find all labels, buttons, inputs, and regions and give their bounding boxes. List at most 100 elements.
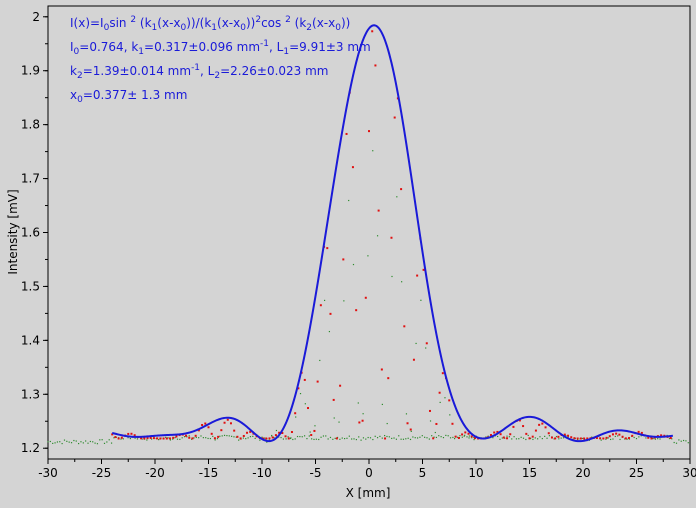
reference-point — [320, 436, 322, 438]
reference-point — [103, 442, 106, 444]
data-point — [149, 436, 152, 439]
data-point — [464, 431, 467, 434]
data-point — [522, 425, 525, 428]
reference-point — [295, 416, 297, 418]
reference-point — [341, 437, 343, 439]
reference-point — [391, 437, 393, 440]
data-point — [165, 437, 168, 440]
data-point — [506, 437, 509, 440]
reference-point — [487, 435, 489, 437]
reference-point — [346, 437, 348, 439]
data-point — [307, 407, 310, 410]
reference-point — [188, 435, 190, 437]
data-point — [534, 429, 537, 432]
reference-point — [127, 437, 129, 439]
reference-point — [459, 435, 461, 437]
reference-point — [381, 437, 383, 439]
reference-point — [327, 438, 329, 440]
data-point — [573, 437, 576, 440]
x-tick-label: 25 — [629, 466, 644, 480]
data-point — [586, 437, 589, 440]
data-point — [236, 435, 239, 438]
data-point — [278, 431, 281, 434]
reference-point — [473, 439, 475, 441]
data-point — [547, 432, 550, 435]
reference-point — [492, 437, 494, 439]
reference-point — [306, 437, 308, 440]
reference-point — [461, 436, 463, 438]
reference-point — [499, 438, 501, 440]
reference-point — [315, 438, 317, 440]
reference-point — [63, 439, 66, 441]
data-point — [140, 437, 143, 440]
y-tick-label: 1.4 — [21, 333, 40, 347]
reference-point — [106, 441, 108, 443]
reference-point — [562, 437, 565, 439]
reference-point — [567, 436, 569, 438]
reference-point — [513, 436, 515, 438]
reference-point — [235, 436, 237, 438]
reference-point — [463, 435, 465, 437]
data-point — [290, 431, 293, 434]
data-point — [624, 437, 627, 440]
x-tick-label: 10 — [468, 466, 483, 480]
reference-point — [675, 442, 678, 444]
reference-point — [348, 435, 350, 437]
reference-point — [654, 438, 656, 440]
data-point — [364, 296, 367, 299]
data-point — [201, 424, 204, 427]
data-point — [191, 437, 194, 440]
reference-point — [245, 438, 247, 440]
reference-point — [429, 420, 432, 422]
series-red-dots — [111, 30, 672, 440]
data-point — [538, 423, 541, 426]
reference-point — [47, 441, 49, 443]
reference-point — [360, 439, 362, 441]
data-point — [361, 419, 364, 422]
reference-point — [466, 436, 468, 438]
reference-point — [388, 436, 390, 438]
reference-point — [367, 436, 369, 439]
reference-point — [134, 437, 136, 439]
data-point — [226, 418, 229, 421]
reference-point — [263, 437, 266, 439]
data-point — [470, 435, 473, 438]
data-point — [412, 358, 415, 361]
reference-point — [323, 299, 326, 302]
data-point — [242, 434, 245, 437]
data-point — [650, 437, 653, 440]
reference-point — [414, 437, 416, 439]
data-point — [281, 431, 284, 434]
data-point — [159, 437, 162, 440]
reference-point — [464, 434, 466, 436]
reference-point — [209, 437, 212, 440]
reference-point — [75, 440, 77, 442]
data-point — [284, 435, 287, 438]
y-axis-title: Intensity [mV] — [6, 189, 20, 274]
reference-point — [471, 437, 473, 439]
reference-point — [195, 436, 197, 439]
data-point — [496, 430, 499, 433]
reference-point — [376, 235, 379, 237]
reference-point — [287, 436, 289, 438]
reference-point — [384, 434, 386, 437]
y-tick-label: 1.6 — [21, 226, 40, 240]
reference-point — [506, 435, 508, 437]
reference-point — [296, 435, 299, 438]
reference-point — [214, 439, 216, 441]
data-point — [554, 437, 557, 440]
reference-point — [445, 434, 447, 437]
data-point — [489, 434, 492, 437]
reference-point — [322, 435, 325, 437]
data-point — [403, 325, 406, 328]
reference-point — [687, 442, 689, 444]
data-point — [111, 433, 114, 436]
fit-params-line-3: x0=0.377± 1.3 mm — [70, 88, 187, 105]
reference-point — [271, 434, 273, 437]
reference-point — [231, 435, 233, 437]
reference-point — [353, 438, 355, 440]
y-tick-label: 1.9 — [21, 64, 40, 78]
reference-point — [136, 438, 139, 440]
reference-point — [673, 441, 675, 444]
reference-point — [440, 436, 442, 438]
